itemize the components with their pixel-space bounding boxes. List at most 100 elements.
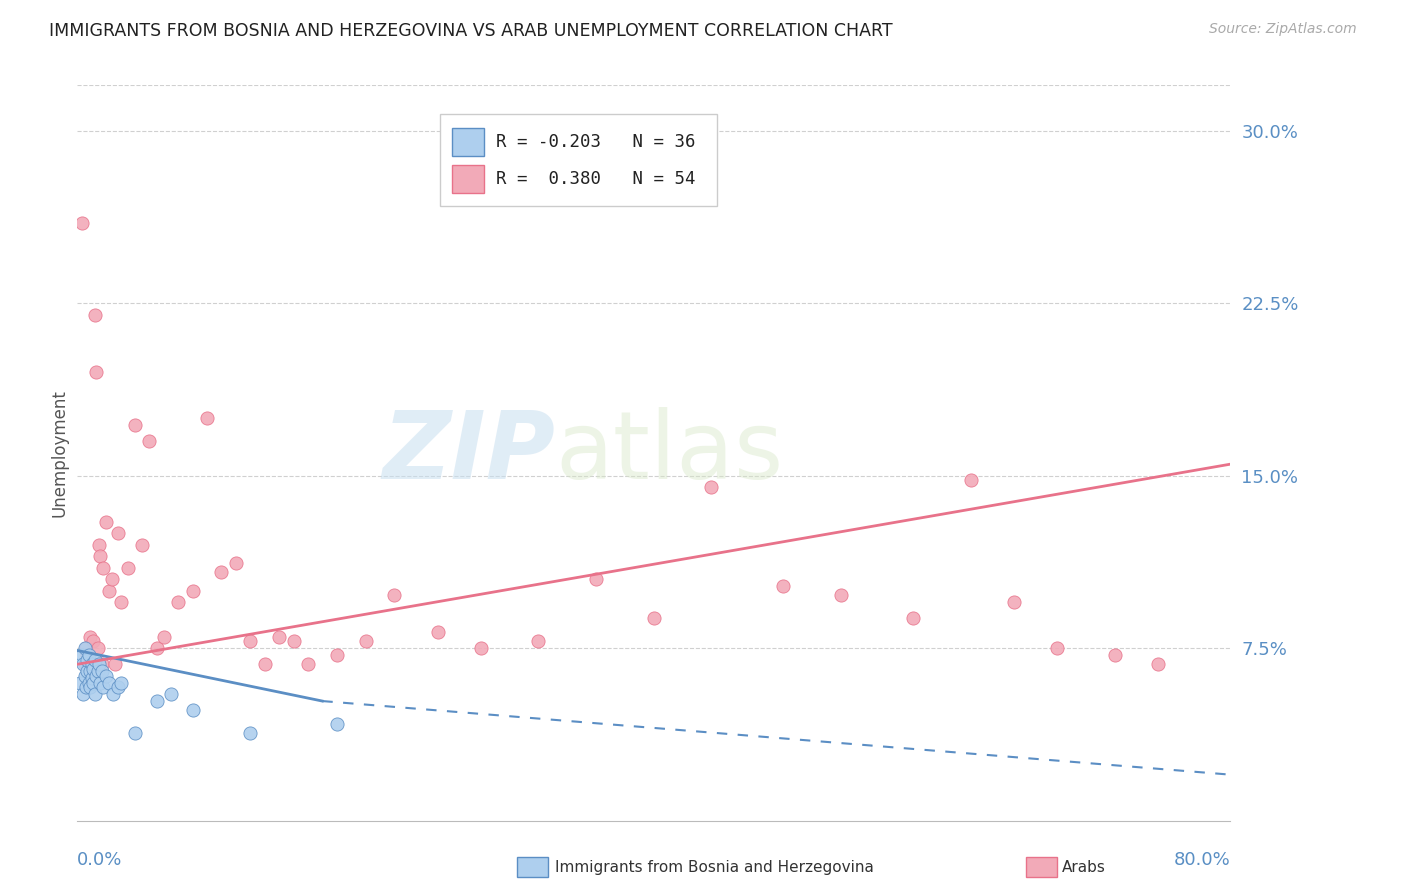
- Point: [86, 641, 108, 656]
- Point: [104, 657, 127, 672]
- Point: [239, 726, 262, 740]
- Point: [772, 579, 794, 593]
- Point: [83, 687, 105, 701]
- Point: [1147, 657, 1170, 672]
- Point: [181, 583, 204, 598]
- Point: [83, 308, 105, 322]
- Point: [77, 675, 100, 690]
- Point: [80, 664, 103, 678]
- Point: [830, 588, 852, 602]
- Point: [75, 641, 97, 656]
- Point: [98, 675, 121, 690]
- Text: R = -0.203   N = 36: R = -0.203 N = 36: [496, 133, 696, 151]
- Point: [98, 583, 121, 598]
- Text: R =  0.380   N = 54: R = 0.380 N = 54: [496, 170, 696, 188]
- Point: [77, 657, 100, 672]
- Point: [211, 566, 233, 580]
- Point: [527, 634, 550, 648]
- Point: [90, 657, 112, 672]
- Point: [87, 538, 110, 552]
- Point: [124, 726, 146, 740]
- Point: [73, 641, 96, 656]
- FancyBboxPatch shape: [440, 114, 717, 206]
- Point: [225, 556, 247, 570]
- Point: [70, 648, 93, 662]
- Point: [124, 418, 146, 433]
- Point: [160, 687, 183, 701]
- Point: [110, 595, 132, 609]
- Point: [101, 572, 124, 586]
- Point: [382, 588, 406, 602]
- Point: [585, 572, 607, 586]
- Text: IMMIGRANTS FROM BOSNIA AND HERZEGOVINA VS ARAB UNEMPLOYMENT CORRELATION CHART: IMMIGRANTS FROM BOSNIA AND HERZEGOVINA V…: [49, 22, 893, 40]
- Point: [79, 664, 101, 678]
- Text: 0.0%: 0.0%: [77, 851, 122, 869]
- Point: [167, 595, 190, 609]
- Point: [73, 657, 96, 672]
- Point: [70, 216, 93, 230]
- Point: [1046, 641, 1069, 656]
- Point: [72, 657, 94, 672]
- Point: [103, 687, 125, 701]
- Point: [283, 634, 305, 648]
- Point: [73, 669, 96, 683]
- Point: [354, 634, 377, 648]
- Point: [87, 657, 110, 672]
- Point: [72, 687, 94, 701]
- Point: [79, 680, 101, 694]
- Point: [76, 664, 98, 678]
- Point: [90, 664, 112, 678]
- Point: [84, 669, 107, 683]
- Point: [82, 634, 104, 648]
- Point: [77, 648, 100, 662]
- FancyBboxPatch shape: [453, 165, 484, 193]
- Point: [239, 634, 262, 648]
- FancyBboxPatch shape: [453, 128, 484, 156]
- Point: [76, 648, 98, 662]
- Text: atlas: atlas: [555, 407, 785, 499]
- Point: [700, 480, 723, 494]
- Point: [903, 611, 925, 625]
- Text: ZIP: ZIP: [382, 407, 555, 499]
- Y-axis label: Unemployment: Unemployment: [51, 389, 69, 516]
- Point: [79, 630, 101, 644]
- Point: [297, 657, 319, 672]
- Point: [1002, 595, 1025, 609]
- Point: [82, 675, 104, 690]
- Point: [84, 365, 107, 379]
- Point: [145, 641, 167, 656]
- Point: [107, 526, 129, 541]
- Point: [89, 675, 111, 690]
- Point: [80, 671, 103, 685]
- Point: [82, 662, 104, 676]
- Point: [426, 625, 449, 640]
- Point: [1104, 648, 1126, 662]
- Text: Source: ZipAtlas.com: Source: ZipAtlas.com: [1209, 22, 1357, 37]
- Point: [83, 653, 105, 667]
- Point: [117, 560, 139, 574]
- Point: [145, 694, 167, 708]
- Point: [69, 675, 91, 690]
- Point: [960, 473, 983, 487]
- Point: [110, 675, 132, 690]
- Point: [195, 411, 218, 425]
- Point: [470, 641, 492, 656]
- Point: [96, 669, 118, 683]
- Point: [181, 703, 204, 717]
- Point: [80, 657, 103, 672]
- Point: [325, 648, 349, 662]
- Point: [267, 630, 291, 644]
- Text: Arabs: Arabs: [1062, 860, 1105, 874]
- Point: [643, 611, 665, 625]
- Point: [138, 434, 160, 449]
- Point: [76, 653, 98, 667]
- Point: [96, 515, 118, 529]
- Point: [86, 664, 108, 678]
- Point: [89, 549, 111, 564]
- Point: [153, 630, 174, 644]
- Text: 80.0%: 80.0%: [1174, 851, 1230, 869]
- Text: Immigrants from Bosnia and Herzegovina: Immigrants from Bosnia and Herzegovina: [555, 860, 875, 874]
- Point: [75, 680, 97, 694]
- Point: [91, 560, 114, 574]
- Point: [253, 657, 276, 672]
